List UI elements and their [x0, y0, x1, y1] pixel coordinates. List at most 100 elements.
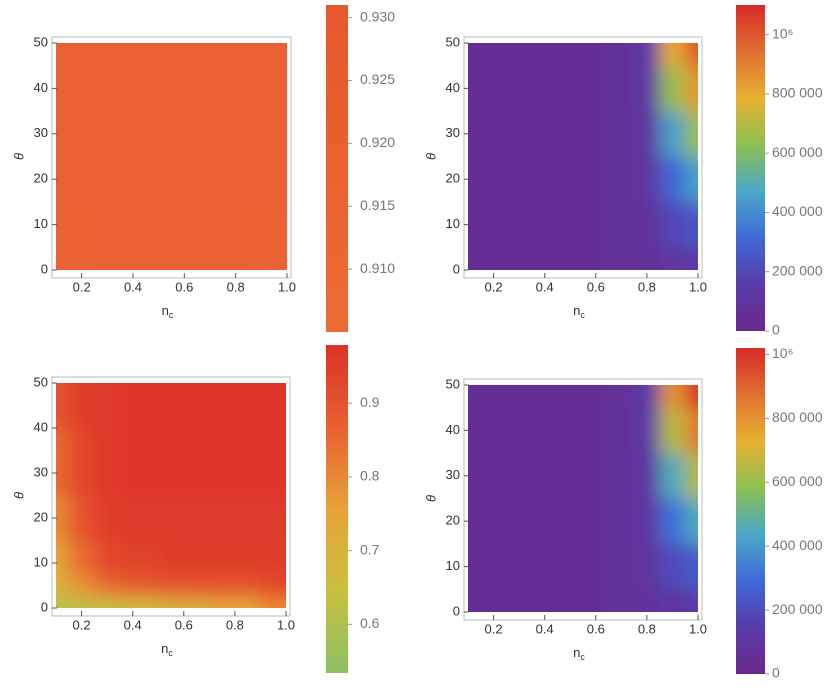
heatmap-cells [56, 43, 287, 270]
heatmap-cell [56, 213, 96, 270]
colorbar-gradient [326, 5, 348, 332]
x-tick-label: 0.8 [227, 279, 245, 294]
heatmap-cell [563, 543, 603, 590]
colorbar-tick-label: 600 000 [772, 473, 823, 489]
heatmap-cell [634, 156, 661, 203]
heatmap-cell [602, 453, 635, 499]
heatmap-cell [659, 111, 686, 157]
heatmap-cell [119, 428, 159, 496]
colorbar-tick-label: 0.930 [360, 8, 395, 24]
y-tick-label: 40 [34, 80, 48, 95]
heatmap-cell [119, 596, 159, 608]
y-axis-label: θ [423, 153, 438, 160]
y-tick-label: 10 [34, 216, 48, 231]
heatmap-cell [525, 43, 565, 67]
colorbar-tick-label: 400 000 [772, 203, 823, 219]
heatmap-cell [468, 247, 488, 270]
colorbar-gradient [736, 5, 765, 331]
y-tick-label: 40 [446, 80, 460, 95]
heatmap-cell [487, 43, 526, 67]
heatmap-cell [685, 385, 698, 409]
heatmap-cell [171, 43, 249, 101]
heatmap-cell [685, 453, 698, 499]
colorbar-tick-label: 600 000 [772, 144, 823, 160]
heatmap-cell [468, 43, 488, 67]
heatmap-cell [634, 247, 661, 270]
y-tick-label: 20 [34, 171, 48, 186]
heatmap-cell [685, 543, 698, 590]
x-axis-label-sub: c [580, 310, 585, 320]
heatmap-cell [525, 65, 565, 112]
heatmap-cell [119, 495, 159, 541]
colorbar: 0 200 000 400 000 600 000 800 000 10⁶ [736, 345, 823, 681]
heatmap-cell [563, 111, 603, 157]
heatmap-cell [487, 407, 526, 454]
heatmap-cell [68, 596, 95, 608]
heatmap-cell [56, 596, 70, 608]
plot-frame [51, 376, 291, 617]
heatmap-cell [56, 383, 70, 429]
heatmap-cell [685, 43, 698, 67]
heatmap-cell [659, 589, 686, 612]
heatmap-cell [602, 111, 635, 157]
y-tick-label: 10 [446, 558, 460, 573]
heatmap-cell [659, 385, 686, 409]
heatmap-cell [602, 385, 635, 409]
y-axis-label: θ [11, 492, 26, 499]
heatmap-cell [468, 111, 488, 157]
heatmap-cell [685, 407, 698, 454]
x-axis-label: nc [573, 303, 585, 320]
colorbar-tick-label: 0.920 [360, 134, 395, 150]
heatmap-cell [634, 498, 661, 545]
heatmap-cell [487, 156, 526, 203]
heatmap-cell [171, 213, 249, 270]
heatmap-cell [68, 383, 95, 429]
y-tick-label: 30 [446, 125, 460, 140]
heatmap-cell [634, 43, 661, 67]
colorbar-tick-label: 800 000 [772, 85, 823, 101]
colorbar-tick-label: 0.915 [360, 197, 395, 213]
colorbar-tick-label: 0 [772, 322, 780, 338]
heatmap-cell [563, 498, 603, 545]
heatmap-cell [659, 407, 686, 454]
heatmap-cell [659, 247, 686, 270]
heatmap-cell [468, 156, 488, 203]
x-tick-label: 0.8 [638, 279, 656, 294]
y-tick-label: 0 [41, 599, 48, 614]
heatmap-cell [634, 385, 661, 409]
x-tick-label: 0.4 [124, 617, 142, 632]
heatmap-cell [525, 385, 565, 409]
heatmap-cell [685, 201, 698, 248]
x-tick-label: 0.4 [536, 279, 554, 294]
heatmap-cell [563, 65, 603, 112]
heatmap-cell [563, 43, 603, 67]
heatmap-cell [209, 383, 261, 429]
heatmap-cell [563, 385, 603, 409]
heatmap-cell [158, 540, 210, 575]
heatmap-cell [94, 428, 121, 496]
y-axis-label: θ [11, 153, 26, 160]
y-tick-label: 50 [34, 374, 48, 389]
heatmap-cell [659, 201, 686, 248]
x-axis-label-sub: c [168, 648, 173, 658]
heatmap-cell [260, 574, 286, 598]
x-tick-label: 0.4 [124, 279, 142, 294]
colorbar-tick-label: 0.6 [360, 615, 380, 631]
heatmap-cell [563, 407, 603, 454]
heatmap-cell [525, 543, 565, 590]
colorbar-tick-label: 0.925 [360, 71, 395, 87]
heatmap-cell [685, 65, 698, 112]
heatmap-cell [94, 43, 172, 101]
heatmap-cell [525, 589, 565, 612]
colorbar-tick-label: 0.8 [360, 468, 380, 484]
heatmap-cells [468, 385, 698, 612]
panel: 0.2 0.4 0.6 0.8 1.0 0 10 20 30 40 50 nc θ [423, 376, 707, 662]
heatmap-cell [56, 99, 96, 214]
heatmap-cell [68, 495, 95, 541]
heatmap-cell [94, 574, 121, 598]
heatmap-cell [685, 111, 698, 157]
heatmap-cell [634, 111, 661, 157]
y-tick-label: 40 [34, 419, 48, 434]
heatmap-cell [487, 201, 526, 248]
heatmap-cell [634, 407, 661, 454]
